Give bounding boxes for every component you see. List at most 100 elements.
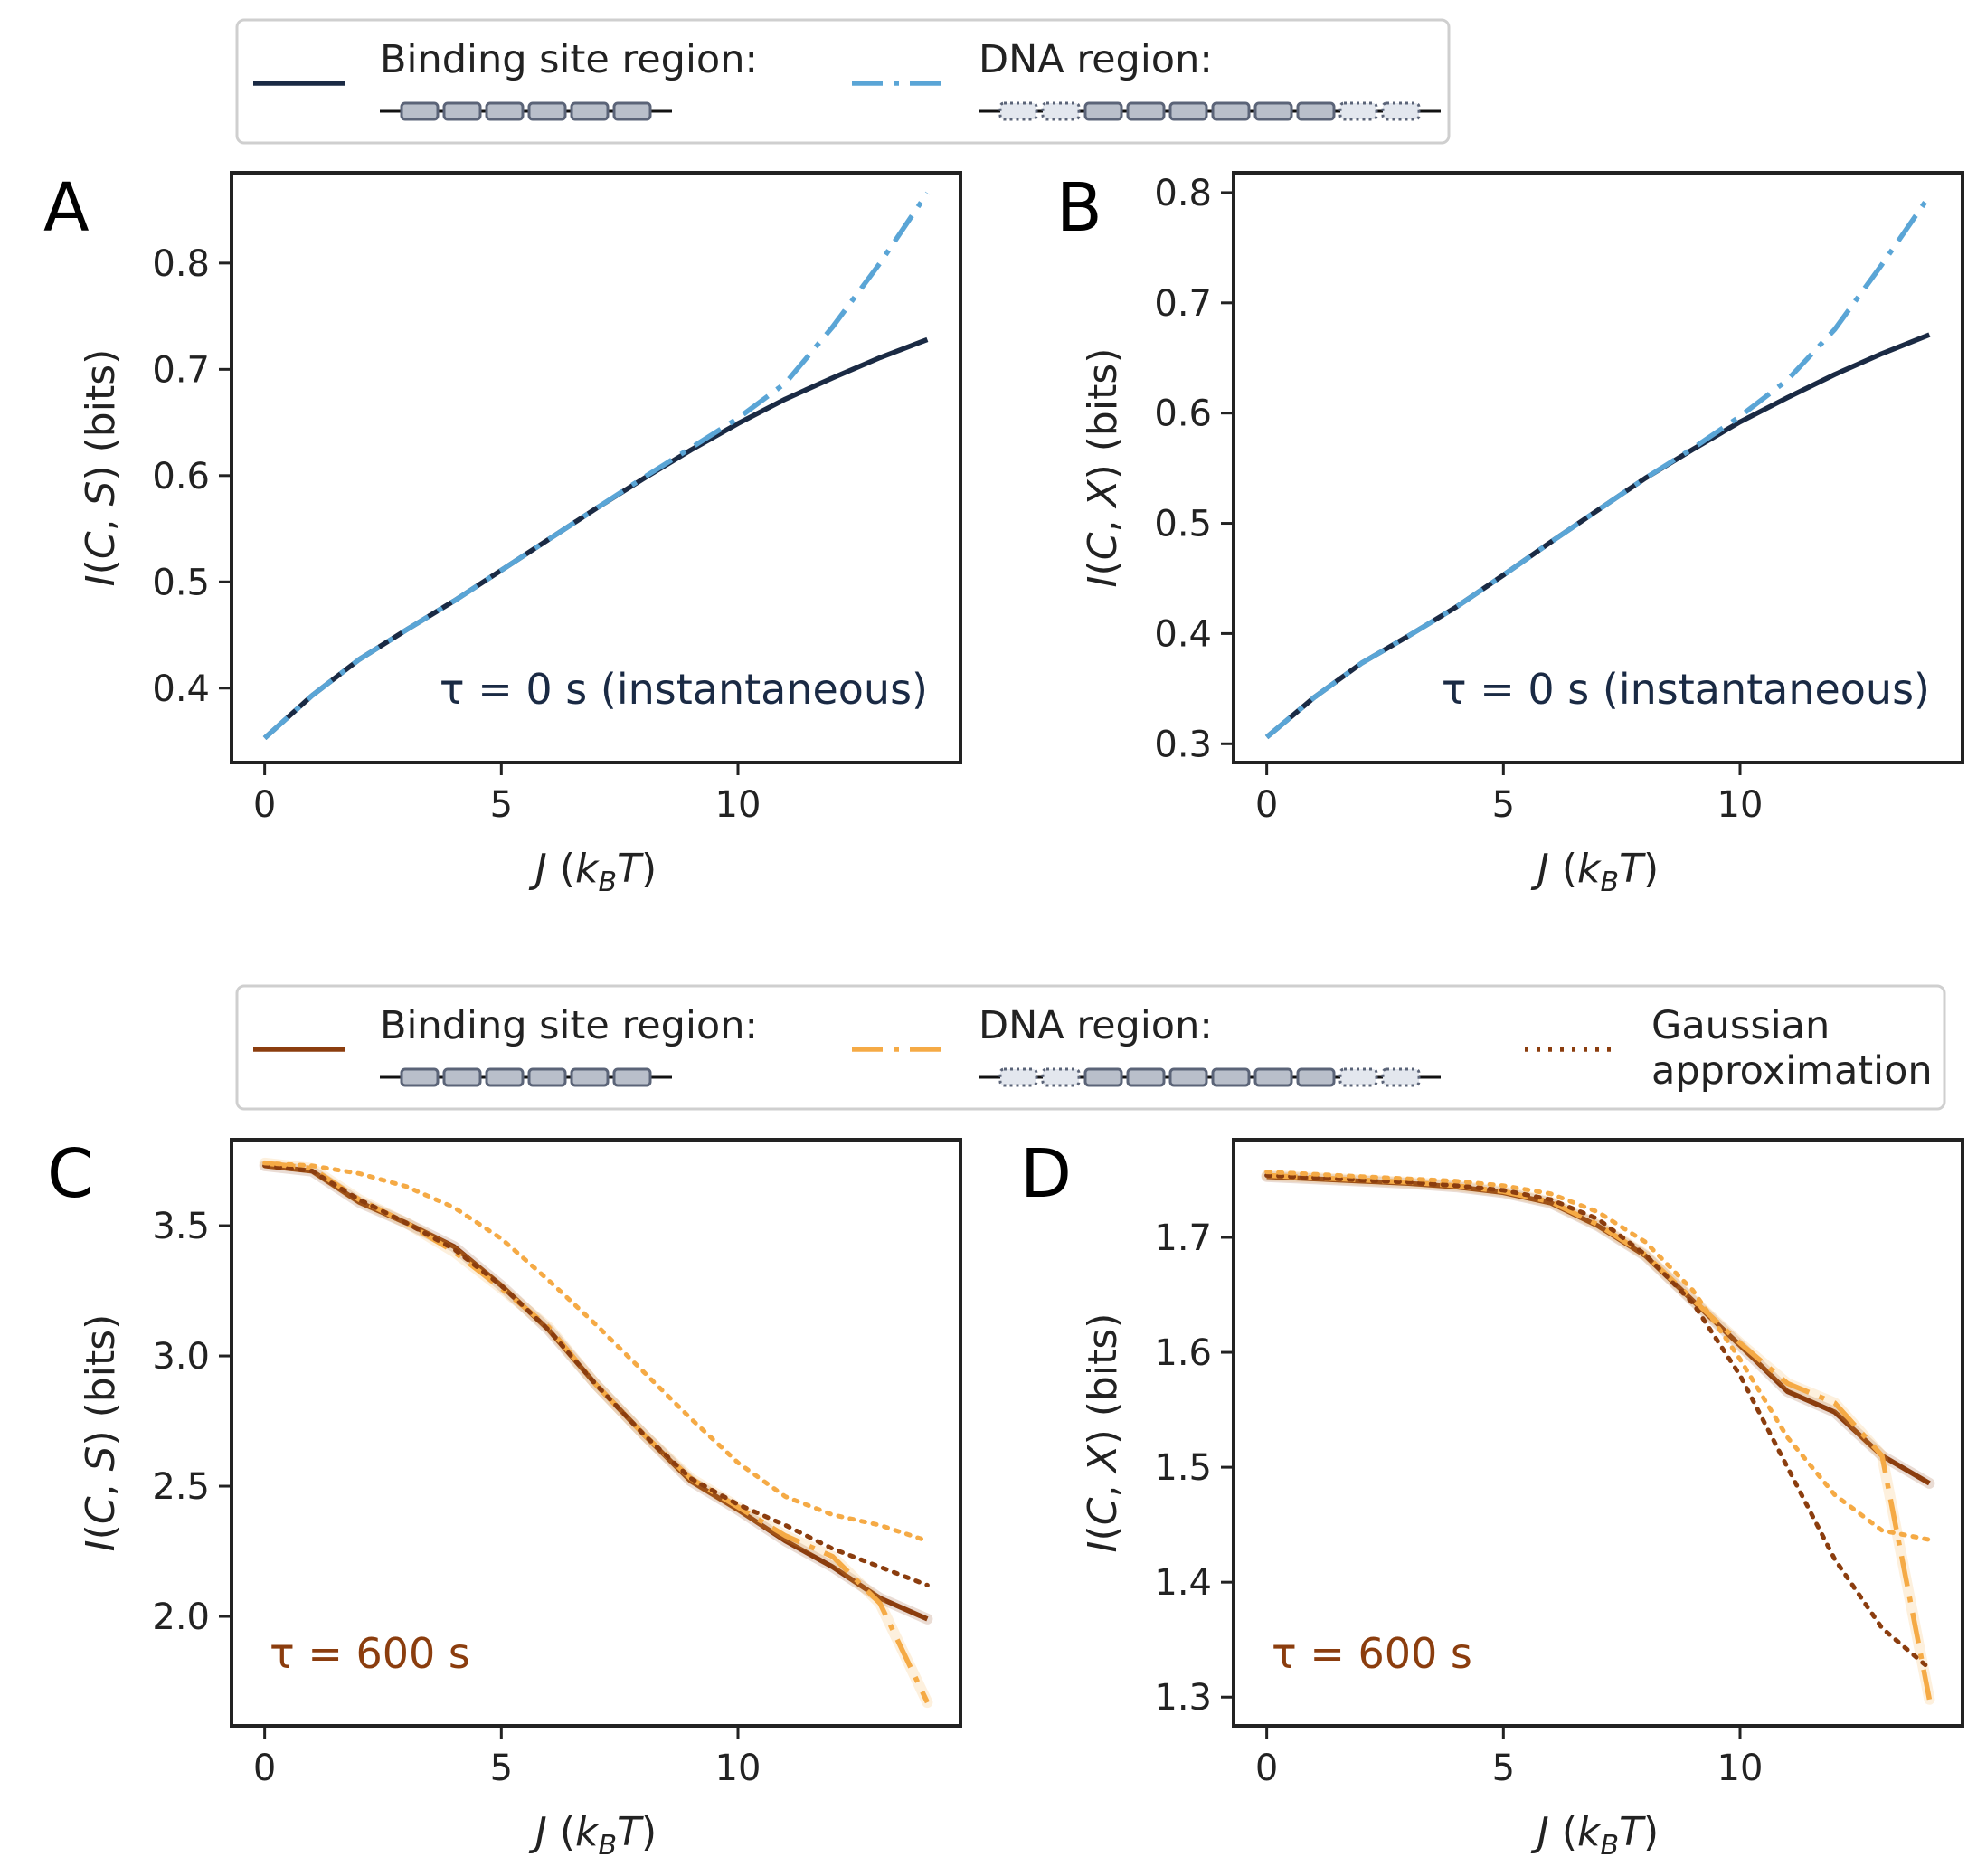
xlabel-var: J: [1530, 1809, 1549, 1855]
xlabel-close: ): [641, 1809, 657, 1855]
binding-site-bead: [998, 101, 1038, 121]
binding-site-bead: [442, 101, 482, 121]
tau-annotation: τ = 0 s (instantaneous): [440, 665, 928, 714]
binding-site-bead: [1168, 101, 1208, 121]
y-tick-label: 0.8: [1154, 173, 1212, 214]
binding-site-bead: [1126, 1067, 1166, 1087]
xlabel-paren: (: [1549, 846, 1577, 892]
tau-annotation: τ = 0 s (instantaneous): [1442, 665, 1930, 714]
y-tick-label: 3.0: [152, 1336, 210, 1378]
legend-label: Binding site region:: [380, 37, 758, 82]
binding-site-bead: [1253, 101, 1293, 121]
xlabel-paren: (: [547, 846, 575, 892]
axes-frame: [230, 1138, 962, 1728]
binding-site-bead: [442, 1067, 482, 1087]
x-axis-label: J (kBT): [1530, 846, 1659, 898]
dna-region-glyph: [979, 1067, 1441, 1087]
y-tick-label: 0.6: [152, 456, 210, 497]
xlabel-paren: (: [1549, 1809, 1577, 1855]
ylabel-rest: ) (bits): [78, 349, 124, 481]
y-tick-label: 0.5: [152, 562, 210, 603]
xlabel-k: k: [575, 1809, 600, 1855]
ylabel-open: (: [78, 559, 124, 574]
binding-site-bead: [485, 101, 525, 121]
ylabel-var: S: [78, 1446, 124, 1472]
legend-label: Binding site region:: [380, 1003, 758, 1048]
binding-site-bead: [1083, 101, 1123, 121]
y-axis-label: I(C, X) (bits): [1080, 1313, 1126, 1553]
ylabel-I: I: [1080, 1540, 1126, 1552]
series-band: [259, 1157, 933, 1709]
x-tick-label: 10: [1717, 784, 1764, 826]
y-tick-label: 2.0: [152, 1596, 210, 1638]
x-tick-label: 5: [490, 784, 513, 826]
binding-site-bead: [1211, 1067, 1251, 1087]
binding-site-bead: [612, 101, 652, 121]
ylabel-var: X: [1080, 479, 1126, 509]
y-axis-label: I(C, X) (bits): [1080, 348, 1126, 588]
series-line: [262, 1161, 930, 1543]
xlabel-sub: B: [598, 1830, 617, 1862]
series-group: [259, 1157, 933, 1709]
panel-B: B0 5 100.30.40.50.60.70.8J (kBT)I(C, X) (b…: [1056, 169, 1964, 898]
xlabel-close: ): [641, 846, 657, 892]
xlabel-k: k: [1577, 1809, 1602, 1855]
panel-letter: A: [43, 169, 90, 247]
binding-site-bead: [570, 1067, 610, 1087]
x-axis-label: J (kBT): [1530, 1809, 1659, 1862]
binding-site-bead: [1253, 1067, 1293, 1087]
binding-site-bead: [400, 101, 440, 121]
binding-site-bead: [1381, 1067, 1421, 1087]
xlabel-close: ): [1643, 846, 1659, 892]
xlabel-k: k: [575, 846, 600, 892]
series-group: [262, 191, 930, 741]
xlabel-T: T: [617, 1809, 644, 1855]
binding-site-bead: [485, 1067, 525, 1087]
y-tick-label: 1.5: [1154, 1447, 1212, 1489]
binding-site-bead: [527, 1067, 567, 1087]
y-tick-label: 1.4: [1154, 1562, 1212, 1604]
series-group: [1264, 194, 1932, 740]
binding-site-bead: [1041, 101, 1081, 121]
ylabel-comma: ,: [78, 1471, 124, 1496]
xlabel-close: ): [1643, 1809, 1659, 1855]
xlabel-sub: B: [1600, 1830, 1619, 1862]
binding-site-bead: [1041, 1067, 1081, 1087]
ylabel-open: (: [78, 1524, 124, 1540]
series-group: [1261, 1170, 1935, 1705]
legend-label: DNA region:: [979, 37, 1213, 82]
x-tick-label: 10: [1717, 1748, 1764, 1789]
y-tick-label: 0.4: [152, 668, 210, 710]
series-band: [1261, 1170, 1935, 1705]
ylabel-rest: ) (bits): [1080, 348, 1126, 480]
y-axis-label: I(C, S) (bits): [78, 349, 124, 587]
legend-label: Gaussian: [1651, 1003, 1830, 1048]
xlabel-T: T: [617, 846, 644, 892]
x-tick-label: 5: [1492, 1748, 1515, 1789]
axes-frame: [1232, 171, 1964, 764]
x-tick-label: 10: [715, 784, 761, 826]
binding-site-bead: [1338, 1067, 1378, 1087]
binding-site-bead: [400, 1067, 440, 1087]
binding-site-glyph: [380, 1067, 672, 1087]
xlabel-var: J: [1530, 846, 1549, 892]
series-line: [262, 191, 930, 741]
tau-annotation: τ = 600 s: [270, 1629, 470, 1678]
y-tick-label: 0.3: [1154, 724, 1212, 765]
y-tick-label: 0.6: [1154, 393, 1212, 435]
y-tick-label: 2.5: [152, 1466, 210, 1508]
binding-site-bead: [527, 101, 567, 121]
tau-annotation: τ = 600 s: [1272, 1629, 1472, 1678]
ylabel-C: C: [78, 531, 124, 559]
y-tick-label: 3.5: [152, 1206, 210, 1247]
legend-label: DNA region:: [979, 1003, 1213, 1048]
ylabel-comma: ,: [1080, 1473, 1126, 1498]
binding-site-bead: [1126, 101, 1166, 121]
x-axis-label: J (kBT): [528, 846, 657, 898]
panel-letter: D: [1020, 1135, 1072, 1213]
y-tick-label: 0.7: [1154, 283, 1212, 325]
legend-1: Binding site region: DNA region:: [235, 18, 1451, 145]
x-axis-label: J (kBT): [528, 1809, 657, 1862]
y-tick-label: 0.5: [1154, 504, 1212, 545]
